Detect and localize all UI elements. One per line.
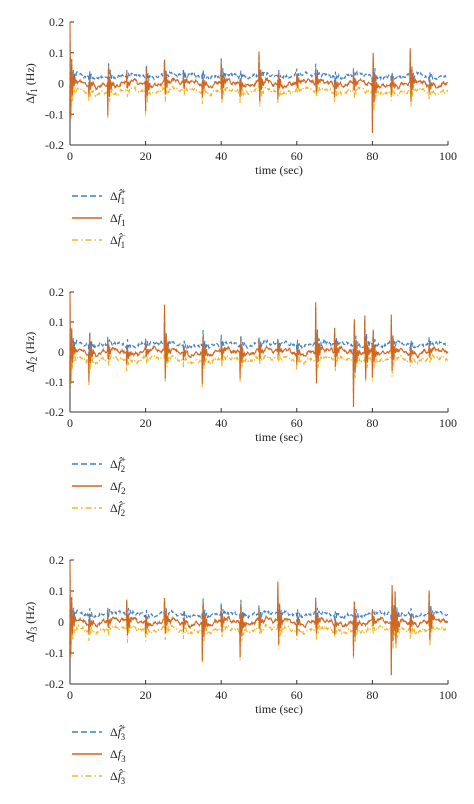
y-axis-title: Δf2 (Hz)	[23, 332, 39, 373]
series-line-mid	[69, 293, 449, 408]
x-tick-label: 80	[366, 149, 378, 163]
y-tick-label: 0.2	[49, 15, 64, 29]
x-tick-label: 100	[439, 416, 457, 430]
x-tick-label: 60	[291, 416, 303, 430]
y-tick-label: 0	[58, 615, 64, 629]
legend-label-lower: Δf̂− 1	[110, 231, 126, 250]
series-line-mid	[69, 22, 449, 134]
legend-subscript: 2	[121, 486, 126, 496]
legend-superscript: +	[121, 723, 126, 732]
x-axis-title: time (sec)	[255, 430, 303, 444]
x-tick-label: 100	[439, 688, 457, 702]
y-tick-label: 0.1	[49, 315, 64, 329]
legend-superscript: −	[121, 767, 126, 776]
legend-label-mid: Δf3	[110, 747, 126, 764]
x-tick-label: 40	[215, 416, 227, 430]
series-line-upper	[69, 303, 449, 384]
series-line-upper	[69, 33, 449, 112]
legend-superscript: +	[121, 187, 126, 196]
legend-superscript: +	[121, 455, 126, 464]
legend-subscript: 2	[121, 508, 126, 518]
y-tick-label: -0.1	[45, 107, 64, 121]
y-tick-label: -0.2	[45, 138, 64, 152]
series-line-upper	[69, 572, 448, 653]
legend-subscript: 2	[121, 464, 126, 474]
x-tick-label: 20	[140, 149, 152, 163]
y-tick-label: 0.1	[49, 584, 64, 598]
y-tick-label: 0.1	[49, 46, 64, 60]
legend-label-upper: Δf̂+ 2	[110, 455, 126, 474]
y-tick-label: 0	[58, 345, 64, 359]
x-tick-label: 20	[140, 416, 152, 430]
legend-subscript: 3	[121, 732, 126, 742]
legend-superscript: −	[121, 231, 126, 240]
legend-subscript: 1	[121, 196, 126, 206]
y-axis-title: Δf3 (Hz)	[23, 602, 39, 643]
y-tick-label: 0.2	[49, 285, 64, 299]
x-axis-title: time (sec)	[255, 702, 303, 716]
x-tick-label: 60	[291, 149, 303, 163]
y-tick-label: 0.2	[49, 553, 64, 567]
legend-subscript: 3	[121, 776, 126, 786]
x-axis-title: time (sec)	[255, 163, 303, 177]
y-tick-label: -0.1	[45, 375, 64, 389]
x-tick-label: 0	[67, 416, 73, 430]
x-tick-label: 40	[215, 149, 227, 163]
x-tick-label: 100	[439, 149, 457, 163]
x-tick-label: 20	[140, 688, 152, 702]
x-tick-label: 80	[366, 688, 378, 702]
y-axis-subscript: 2	[29, 357, 39, 362]
legend-label-mid: Δf2	[110, 479, 126, 496]
legend-label-lower: Δf̂− 3	[110, 767, 126, 786]
y-axis-subscript: 1	[29, 88, 39, 93]
y-tick-label: -0.2	[45, 677, 64, 691]
x-tick-label: 60	[291, 688, 303, 702]
legend-subscript: 1	[121, 240, 126, 250]
y-tick-label: -0.1	[45, 646, 64, 660]
x-tick-label: 40	[215, 688, 227, 702]
y-tick-label: -0.2	[45, 405, 64, 419]
series-line-mid	[69, 560, 449, 676]
legend-label-upper: Δf̂+ 1	[110, 187, 126, 206]
legend-label-mid: Δf1	[110, 211, 126, 228]
legend-subscript: 1	[121, 218, 126, 228]
x-tick-label: 0	[67, 149, 73, 163]
y-axis-subscript: 3	[29, 626, 39, 631]
legend-label-lower: Δf̂− 2	[110, 499, 126, 518]
legend-superscript: −	[121, 499, 126, 508]
y-tick-label: 0	[58, 77, 64, 91]
x-tick-label: 80	[366, 416, 378, 430]
legend-label-upper: Δf̂+ 3	[110, 723, 126, 742]
x-tick-label: 0	[67, 688, 73, 702]
legend-subscript: 3	[121, 754, 126, 764]
y-axis-title: Δf1 (Hz)	[23, 63, 39, 104]
